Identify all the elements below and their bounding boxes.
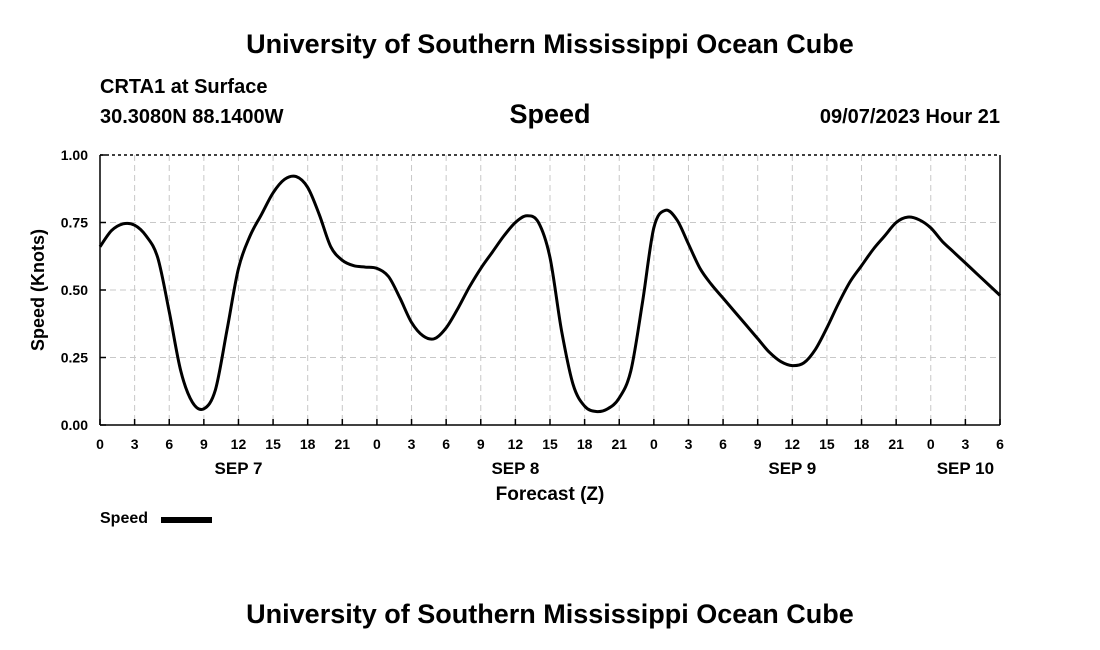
y-tick-label: 0.75	[61, 215, 88, 231]
x-axis-label: Forecast (Z)	[496, 484, 605, 505]
x-tick-label: 9	[754, 436, 762, 452]
x-tick-label: 15	[265, 436, 281, 452]
x-tick-label: 6	[996, 436, 1004, 452]
x-tick-label: 0	[650, 436, 658, 452]
y-axis-label: Speed (Knots)	[28, 229, 48, 351]
x-tick-label: 6	[165, 436, 173, 452]
x-tick-label: 21	[888, 436, 904, 452]
forecast-datetime: 09/07/2023 Hour 21	[819, 106, 1000, 128]
x-tick-label: 18	[854, 436, 870, 452]
x-tick-label: 21	[611, 436, 627, 452]
station-coordinates: 30.3080N 88.1400W	[100, 106, 284, 128]
x-tick-label: 18	[577, 436, 593, 452]
chart-title: Speed	[509, 99, 591, 129]
tick-labels: 0 3 6 9 12 15 18 21 0 3 6 9 12 15 18 21 0 3 6 9 12 15 18 21 0 3 6 0…	[61, 147, 1004, 478]
x-tick-label: 12	[508, 436, 524, 452]
x-tick-label: 18	[300, 436, 316, 452]
x-tick-label: 15	[819, 436, 835, 452]
legend-label: Speed	[100, 510, 149, 527]
grid-lines	[100, 155, 1000, 425]
y-tick-label: 0.50	[61, 282, 88, 298]
x-tick-label: 0	[927, 436, 935, 452]
speed-series-line	[98, 174, 1002, 414]
day-label: SEP 9	[768, 459, 816, 478]
day-label: SEP 7	[215, 459, 263, 478]
x-tick-label: 6	[719, 436, 727, 452]
x-tick-label: 3	[961, 436, 969, 452]
axis-ticks	[99, 154, 1001, 426]
x-tick-label: 0	[373, 436, 381, 452]
x-tick-label: 3	[408, 436, 416, 452]
x-tick-label: 12	[785, 436, 801, 452]
y-tick-label: 1.00	[61, 147, 88, 163]
legend-line-swatch	[161, 517, 212, 523]
footer-title: University of Southern Mississippi Ocean…	[246, 599, 854, 629]
y-tick-label: 0.00	[61, 417, 88, 433]
station-label: CRTA1 at Surface	[100, 76, 268, 98]
page-title: University of Southern Mississippi Ocean…	[246, 29, 854, 59]
x-tick-label: 9	[477, 436, 485, 452]
y-tick-label: 0.25	[61, 350, 88, 366]
day-label: SEP 8	[491, 459, 539, 478]
x-tick-label: 6	[442, 436, 450, 452]
x-tick-label: 0	[96, 436, 104, 452]
x-tick-label: 15	[542, 436, 558, 452]
x-tick-label: 21	[335, 436, 351, 452]
x-tick-label: 3	[131, 436, 139, 452]
x-tick-label: 3	[685, 436, 693, 452]
x-tick-label: 9	[200, 436, 208, 452]
x-tick-label: 12	[231, 436, 247, 452]
day-label: SEP 10	[937, 459, 994, 478]
